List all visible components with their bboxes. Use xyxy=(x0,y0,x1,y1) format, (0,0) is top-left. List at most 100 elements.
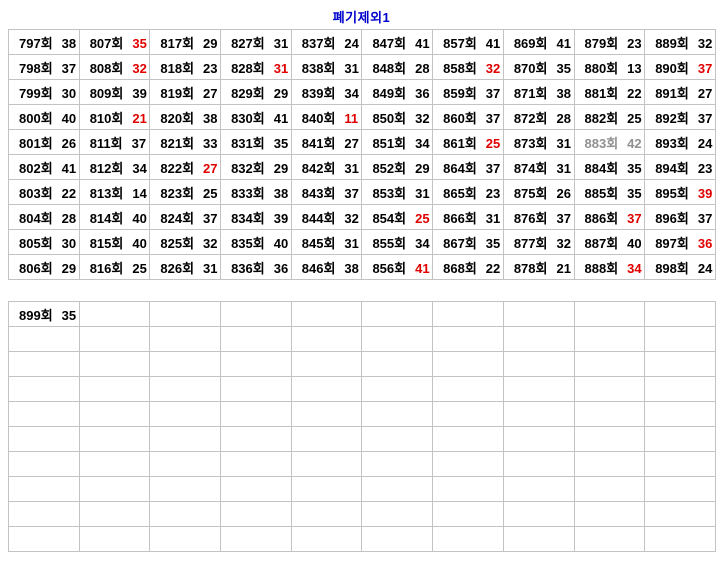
result-value: 34 xyxy=(627,260,642,276)
round-label: 887회 xyxy=(584,235,619,251)
result-value: 35 xyxy=(627,160,642,176)
round-label: 884회 xyxy=(584,160,619,176)
result-cell: 828회 31 xyxy=(220,54,292,80)
result-value: 34 xyxy=(415,235,430,251)
result-cell xyxy=(8,526,80,552)
result-cell: 851회 34 xyxy=(361,129,434,155)
result-value: 32 xyxy=(485,60,501,76)
result-cell xyxy=(290,451,363,477)
result-cell xyxy=(573,476,646,502)
result-value: 32 xyxy=(203,235,218,251)
result-cell: 848회 28 xyxy=(361,54,434,80)
result-cell: 873회 31 xyxy=(502,129,575,155)
round-label: 841회 xyxy=(301,135,336,151)
round-label: 839회 xyxy=(301,85,336,101)
result-value: 42 xyxy=(627,135,642,151)
round-label: 870회 xyxy=(513,60,548,76)
result-cell: 829회 29 xyxy=(220,79,292,105)
round-label: 897회 xyxy=(655,235,689,251)
result-value: 33 xyxy=(203,135,218,151)
result-cell: 852회 29 xyxy=(361,154,434,180)
table-row: 797회 38 807회 35 817회 29 827회 31 837회 24 847회 41 857회… xyxy=(8,29,716,55)
round-label: 857회 xyxy=(443,35,477,51)
result-value: 21 xyxy=(556,260,571,276)
result-value: 23 xyxy=(485,185,501,201)
result-value: 24 xyxy=(697,260,713,276)
result-cell: 867회 35 xyxy=(432,229,504,255)
result-cell: 841회 27 xyxy=(290,129,363,155)
result-cell xyxy=(644,451,716,477)
table-row xyxy=(8,376,716,402)
round-label: 802회 xyxy=(19,160,53,176)
result-cell xyxy=(502,301,575,327)
result-cell xyxy=(220,501,292,527)
result-cell xyxy=(149,301,222,327)
result-cell xyxy=(149,501,222,527)
result-cell: 833회 38 xyxy=(220,179,292,205)
result-cell xyxy=(149,476,222,502)
round-label: 819회 xyxy=(160,85,195,101)
result-cell: 815회 40 xyxy=(78,229,151,255)
result-cell xyxy=(432,426,504,452)
result-cell xyxy=(502,526,575,552)
round-label: 859회 xyxy=(443,85,477,101)
result-cell xyxy=(502,326,575,352)
round-label: 892회 xyxy=(655,110,689,126)
round-label: 867회 xyxy=(443,235,477,251)
round-label: 856회 xyxy=(372,260,407,276)
result-cell xyxy=(78,476,151,502)
result-cell: 838회 31 xyxy=(290,54,363,80)
result-cell xyxy=(290,476,363,502)
result-cell: 840회 11 xyxy=(290,104,363,130)
result-cell: 834회 39 xyxy=(220,204,292,230)
round-label: 850회 xyxy=(372,110,407,126)
result-cell xyxy=(361,401,434,427)
result-cell: 819회 27 xyxy=(149,79,222,105)
result-value: 11 xyxy=(344,110,359,126)
result-value: 37 xyxy=(485,160,501,176)
result-value: 37 xyxy=(203,210,218,226)
round-label: 821회 xyxy=(160,135,195,151)
result-cell: 859회 37 xyxy=(432,79,504,105)
result-cell xyxy=(361,376,434,402)
result-cell: 826회 31 xyxy=(149,254,222,280)
round-label: 822회 xyxy=(160,160,195,176)
result-cell xyxy=(78,501,151,527)
result-cell: 824회 37 xyxy=(149,204,222,230)
result-value: 23 xyxy=(627,35,642,51)
result-value: 40 xyxy=(132,210,147,226)
result-value: 22 xyxy=(627,85,642,101)
round-label: 824회 xyxy=(160,210,195,226)
result-cell xyxy=(220,401,292,427)
result-cell: 830회 41 xyxy=(220,104,292,130)
result-cell xyxy=(573,326,646,352)
round-label: 882회 xyxy=(584,110,619,126)
result-value: 24 xyxy=(697,135,713,151)
result-value: 27 xyxy=(344,135,359,151)
table-row xyxy=(8,451,716,477)
result-value: 29 xyxy=(273,160,289,176)
round-label: 823회 xyxy=(160,185,195,201)
result-cell xyxy=(149,351,222,377)
result-value: 34 xyxy=(132,160,147,176)
result-cell xyxy=(290,426,363,452)
result-cell: 832회 29 xyxy=(220,154,292,180)
result-value: 35 xyxy=(485,235,501,251)
result-cell: 810회 21 xyxy=(78,104,151,130)
result-cell: 822회 27 xyxy=(149,154,222,180)
result-cell: 821회 33 xyxy=(149,129,222,155)
result-cell: 893회 24 xyxy=(644,129,716,155)
result-value: 23 xyxy=(697,160,713,176)
result-cell: 801회 26 xyxy=(8,129,80,155)
result-value: 26 xyxy=(556,185,571,201)
result-cell xyxy=(361,526,434,552)
result-value: 21 xyxy=(132,110,147,126)
round-label: 817회 xyxy=(160,35,195,51)
result-cell xyxy=(361,351,434,377)
result-cell: 879회 23 xyxy=(573,29,646,55)
result-cell xyxy=(361,501,434,527)
round-label: 864회 xyxy=(443,160,477,176)
result-value: 25 xyxy=(485,135,501,151)
round-label: 798회 xyxy=(19,60,53,76)
